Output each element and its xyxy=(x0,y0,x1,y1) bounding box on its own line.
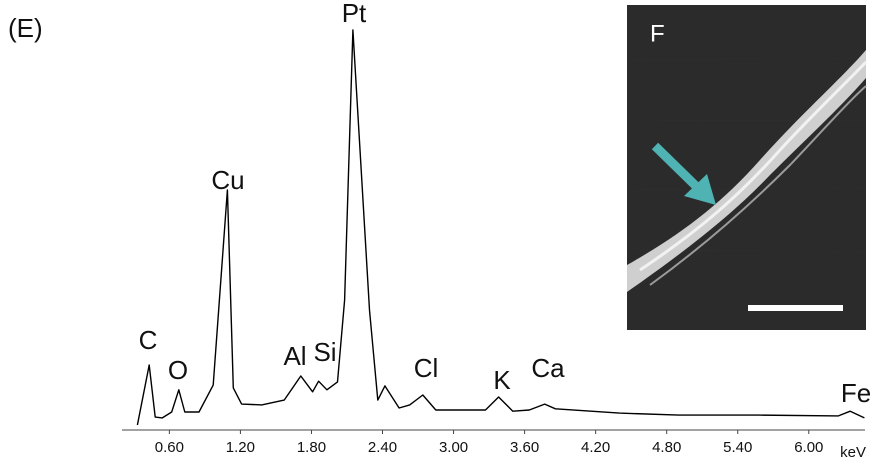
x-tick-label: 3.00 xyxy=(439,439,468,456)
x-tick-label: 0.60 xyxy=(155,439,184,456)
spectrum-line xyxy=(136,29,865,426)
peak-label: Fe xyxy=(841,378,871,408)
peak-label: Ca xyxy=(531,353,565,383)
peak-label: Al xyxy=(283,341,306,371)
peak-label: O xyxy=(168,355,188,385)
inset-image xyxy=(627,5,866,330)
sem-inset: F xyxy=(626,5,868,330)
x-tick-label: 3.60 xyxy=(510,439,539,456)
fiber-shadow xyxy=(649,85,867,286)
peak-label: C xyxy=(139,325,158,355)
panel-label: (E) xyxy=(8,13,43,43)
peak-label: K xyxy=(493,365,511,395)
peak-label: Cl xyxy=(414,353,439,383)
x-tick-label: 4.80 xyxy=(652,439,681,456)
x-tick-label: 4.20 xyxy=(581,439,610,456)
peak-label: Cu xyxy=(211,165,244,195)
arrow-head xyxy=(684,174,716,205)
x-tick-label: 6.00 xyxy=(794,439,823,456)
peak-label: Pt xyxy=(342,0,367,28)
x-tick-label: 2.40 xyxy=(368,439,397,456)
scale-bar xyxy=(748,305,843,311)
x-unit: keV xyxy=(840,444,866,461)
arrow-shaft xyxy=(651,142,704,194)
fiber-highlight xyxy=(639,60,868,272)
inset-label: F xyxy=(650,20,665,47)
peak-label: Si xyxy=(313,337,336,367)
x-tick-label: 1.20 xyxy=(226,439,255,456)
x-tick-label: 1.80 xyxy=(297,439,326,456)
x-tick-label: 5.40 xyxy=(723,439,752,456)
fiber xyxy=(627,50,866,292)
